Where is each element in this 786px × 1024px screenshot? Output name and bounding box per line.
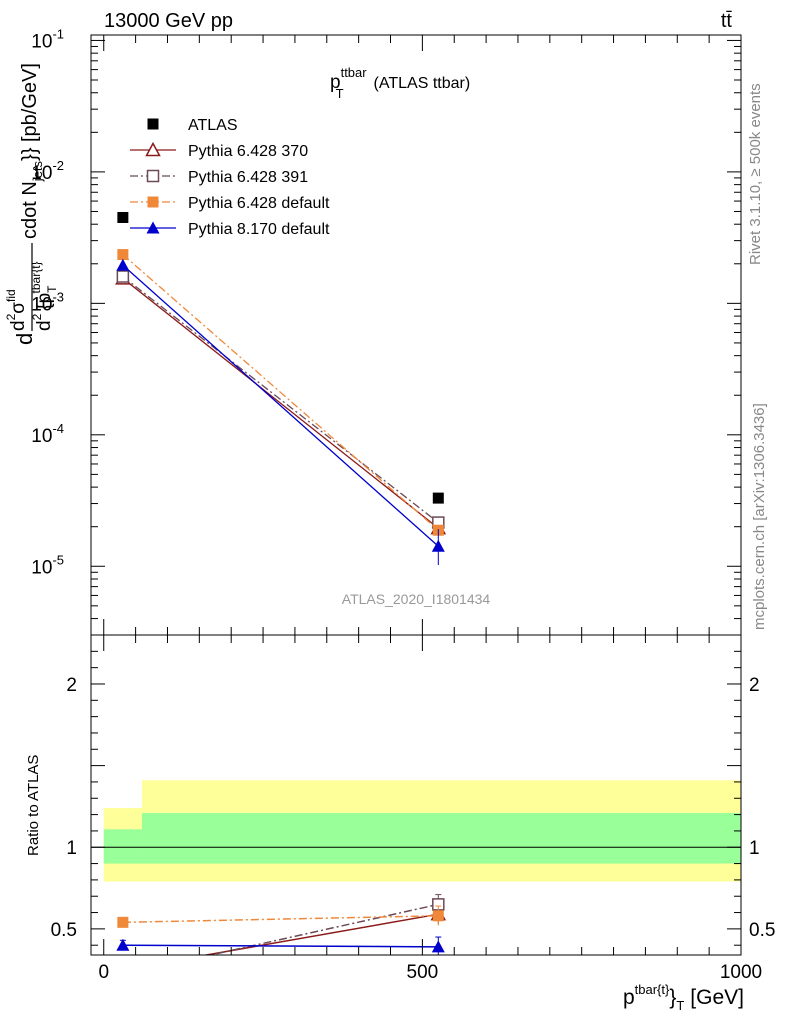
- ratio-ytick-label-left-0: 0.5: [51, 920, 77, 941]
- main-ytick-label-2: 10-3: [31, 289, 64, 315]
- plot-title-rest: (ATLAS ttbar): [374, 75, 471, 92]
- legend-label-3: Pythia 6.428 default: [188, 195, 330, 212]
- plot-title-main: p: [330, 72, 341, 93]
- ratio-point-3-0: [117, 916, 129, 928]
- ylabel-frac-den: d2{pTtbar{t}: [29, 261, 59, 331]
- mcplots-label: mcplots.cern.ch [arXiv:1306.3436]: [751, 403, 768, 630]
- ratio-ytick-label-left-2: 2: [66, 675, 77, 696]
- ratio-uncertainty-bands: [103, 780, 741, 882]
- main-ytick-label-0: 10-1: [31, 26, 64, 52]
- ylabel-prefix: d: [12, 333, 37, 345]
- plot-title-sub: T: [336, 86, 344, 101]
- ratio-point-4-0: [116, 938, 130, 951]
- ratio-ytick-label-left-1: 1: [66, 838, 77, 859]
- main-ytick-label-1: 10-2: [31, 158, 64, 184]
- ratio-line-2: [207, 903, 439, 955]
- plot-title-sup: ttbar: [341, 65, 368, 80]
- legend: ATLAS Pythia 6.428 370 Pythia 6.428 391 Pyt…: [130, 117, 330, 238]
- main-line-4: [122, 264, 439, 547]
- svg-text:d: d: [12, 333, 37, 345]
- legend-label-1: Pythia 6.428 370: [188, 143, 308, 160]
- ratio-series-group: [116, 894, 447, 955]
- analysis-watermark: ATLAS_2020_I1801434: [342, 591, 491, 607]
- x-tick-label-0: 0: [98, 962, 109, 983]
- ratio-ytick-label-right-0: 0.5: [749, 920, 775, 941]
- main-point-4-1: [431, 539, 445, 552]
- ratio-ytick-label-right-2: 2: [749, 675, 760, 696]
- legend-marker-4: [146, 221, 160, 234]
- ratio-point-3-1: [432, 910, 444, 922]
- ratio-point-4-1: [431, 940, 445, 953]
- energy-label: 13000 GeV pp: [104, 10, 233, 32]
- legend-label-4: Pythia 8.170 default: [188, 221, 330, 238]
- process-label: tt̄: [721, 10, 733, 32]
- main-ytick-label-4: 10-5: [31, 552, 64, 578]
- main-point-0-1: [432, 492, 444, 504]
- x-axis-label: ptbar{t}}T [GeV]: [623, 982, 744, 1013]
- main-series-group: [115, 211, 447, 565]
- legend-marker-1: [145, 141, 161, 157]
- main-ytick-label-3: 10-4: [31, 421, 64, 447]
- legend-marker-2: [146, 169, 160, 183]
- plot-title: pttbar T (ATLAS ttbar): [330, 65, 470, 101]
- main-line-3: [122, 254, 439, 531]
- legend-label-2: Pythia 6.428 391: [188, 169, 308, 186]
- main-point-2-0: [116, 270, 130, 283]
- main-line-1: [122, 277, 439, 529]
- legend-marker-3: [147, 196, 159, 208]
- y-axis-label-main: d d2σfid d2{pTtbar{t} cdot Njets}} [pb/G…: [4, 63, 59, 345]
- legend-marker-0: [147, 118, 159, 130]
- inner-band-1: [141, 812, 741, 864]
- main-point-3-0: [117, 249, 129, 261]
- axes-group: 10-1 10-2 10-3 10-4 10-5 0.5 0.5 1 1 2 2 0 500 1000: [31, 26, 775, 983]
- rivet-label: Rivet 3.1.10, ≥ 500k events: [747, 83, 764, 265]
- x-tick-label-2: 1000: [720, 962, 762, 983]
- legend-label-0: ATLAS: [188, 117, 238, 134]
- main-point-0-0: [117, 211, 129, 223]
- main-line-2: [122, 276, 439, 524]
- ratio-line-4: [122, 944, 439, 948]
- main-point-4-0: [116, 258, 130, 271]
- ratio-ytick-label-right-1: 1: [749, 838, 760, 859]
- y-axis-label-ratio: Ratio to ATLAS: [25, 755, 42, 856]
- ylabel-tail: cdot Njets}} [pb/GeV]: [19, 63, 45, 239]
- ratio-line-3: [122, 915, 439, 924]
- ratio-panel-frame: [90, 634, 742, 956]
- ylabel-frac-num: d2σfid: [4, 289, 29, 331]
- x-tick-label-1: 500: [407, 962, 439, 983]
- inner-band-0: [103, 829, 142, 864]
- ratio-line-1: [202, 913, 439, 955]
